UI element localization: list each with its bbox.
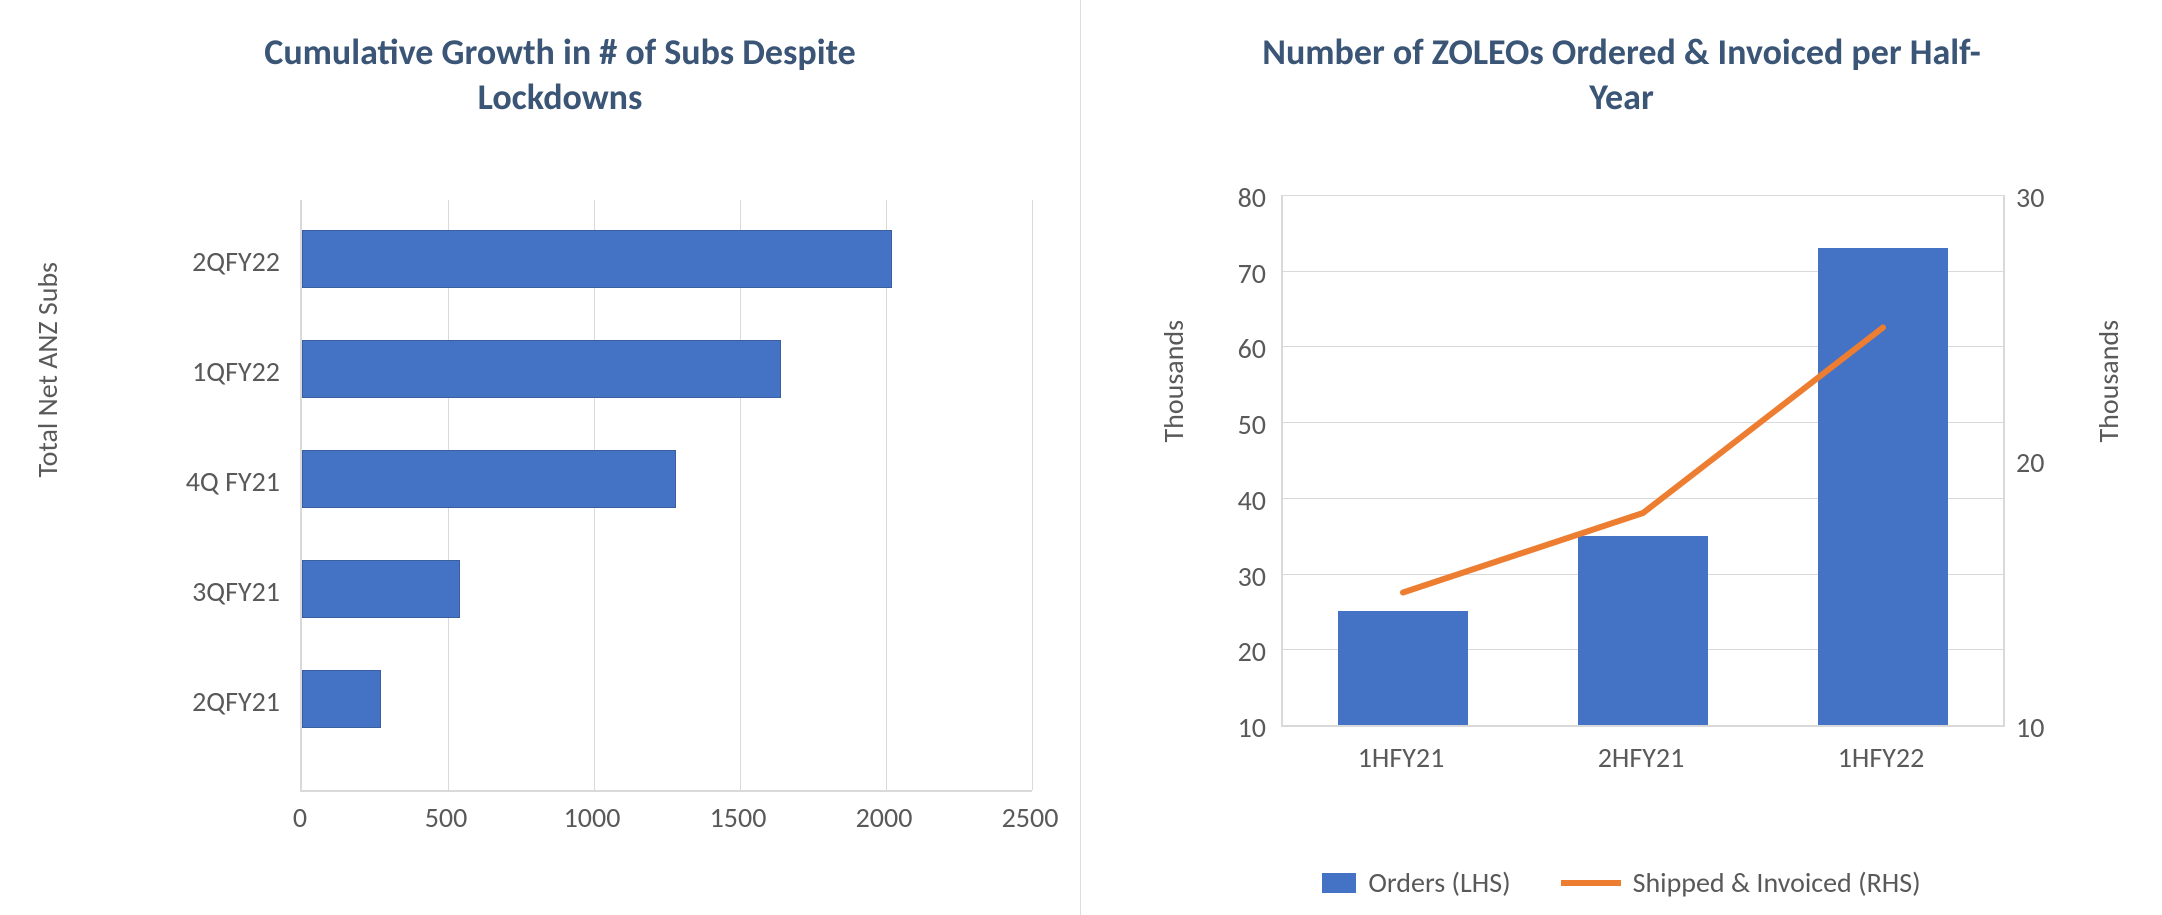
left-cat-4: 2QFY21 <box>0 684 280 719</box>
page-root: Cumulative Growth in # of Subs Despite L… <box>0 0 2162 915</box>
right-yl-80: 80 <box>1206 180 1266 215</box>
right-yr-20: 20 <box>2016 445 2076 480</box>
right-chart-title: Number of ZOLEOs Ordered & Invoiced per … <box>1121 30 2122 120</box>
left-bar-2qfy21 <box>302 670 381 728</box>
right-chart-panel: Number of ZOLEOs Ordered & Invoiced per … <box>1081 0 2162 915</box>
left-xtick-5: 2500 <box>1002 800 1059 835</box>
left-xtick-1: 500 <box>425 800 468 835</box>
left-cat-3: 3QFY21 <box>0 574 280 609</box>
left-cat-1: 1QFY22 <box>0 354 280 389</box>
right-yl-50: 50 <box>1206 407 1266 442</box>
right-chart-legend: Orders (LHS) Shipped & Invoiced (RHS) <box>1081 865 2162 900</box>
left-bar-1qfy22 <box>302 340 781 398</box>
right-cat-0: 1HFY21 <box>1358 740 1445 775</box>
right-yl-20: 20 <box>1206 634 1266 669</box>
right-right-y-axis-title-text: Thousands <box>2091 320 2126 443</box>
right-bar-2hfy21 <box>1578 536 1708 725</box>
right-left-y-axis-title-text: Thousands <box>1156 320 1191 443</box>
left-xtick-4: 2000 <box>856 800 913 835</box>
right-yl-60: 60 <box>1206 331 1266 366</box>
left-cat-2: 4Q FY21 <box>0 464 280 499</box>
left-gridline <box>740 200 741 790</box>
left-gridline <box>886 200 887 790</box>
right-bar-1hfy22 <box>1818 248 1948 725</box>
right-yr-30: 30 <box>2016 180 2076 215</box>
legend-item-shipped: Shipped & Invoiced (RHS) <box>1561 865 1921 900</box>
right-yl-30: 30 <box>1206 559 1266 594</box>
left-xtick-0: 0 <box>293 800 307 835</box>
right-right-y-axis-title: Thousands <box>2091 320 2126 443</box>
left-bar-4qfy21 <box>302 450 676 508</box>
left-bar-2qfy22 <box>302 230 892 288</box>
right-yl-70: 70 <box>1206 256 1266 291</box>
right-cat-2: 1HFY22 <box>1838 740 1925 775</box>
left-chart-title: Cumulative Growth in # of Subs Despite L… <box>60 30 1060 120</box>
right-plot-area <box>1281 195 2005 727</box>
right-cat-1: 2HFY21 <box>1598 740 1685 775</box>
right-yl-10: 10 <box>1206 710 1266 745</box>
left-chart-panel: Cumulative Growth in # of Subs Despite L… <box>0 0 1081 915</box>
right-yr-10: 10 <box>2016 710 2076 745</box>
left-xtick-3: 1500 <box>710 800 767 835</box>
legend-swatch-icon <box>1322 873 1356 893</box>
legend-line-icon <box>1561 880 1621 886</box>
legend-item-orders: Orders (LHS) <box>1322 865 1510 900</box>
right-gridline <box>1283 195 2003 196</box>
left-gridline <box>1032 200 1033 790</box>
left-xtick-2: 1000 <box>564 800 621 835</box>
right-left-y-axis-title: Thousands <box>1156 320 1191 443</box>
right-bar-1hfy21 <box>1338 611 1468 725</box>
left-plot-area <box>300 200 1032 792</box>
legend-label-shipped: Shipped & Invoiced (RHS) <box>1633 865 1921 900</box>
legend-label-orders: Orders (LHS) <box>1368 865 1510 900</box>
left-bar-3qfy21 <box>302 560 460 618</box>
right-yl-40: 40 <box>1206 483 1266 518</box>
left-cat-0: 2QFY22 <box>0 244 280 279</box>
